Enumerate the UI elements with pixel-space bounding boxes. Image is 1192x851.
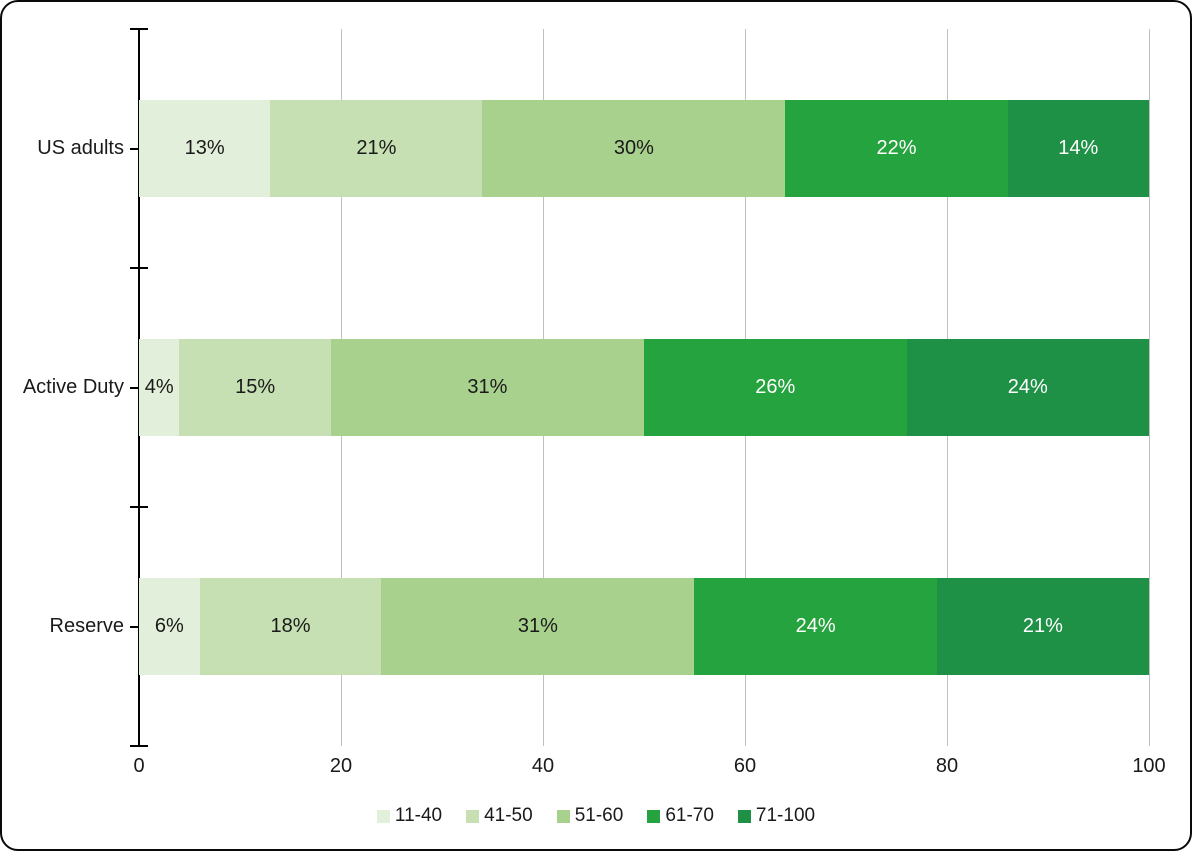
category-label: Active Duty <box>22 375 124 398</box>
data-label: 24% <box>1007 376 1048 398</box>
category-label: US adults <box>37 136 124 159</box>
legend-label: 41-50 <box>484 805 533 826</box>
legend-item-71-100: 71-100 <box>737 805 816 827</box>
axis-minor-tick <box>130 386 139 389</box>
data-label: 31% <box>467 376 508 398</box>
legend-item-51-60: 51-60 <box>556 805 624 827</box>
legend-item-11-40: 11-40 <box>376 805 443 827</box>
x-tick-label-20: 20 <box>329 755 353 777</box>
bar-segment-41-50: 21% <box>270 100 483 197</box>
data-label: 21% <box>356 137 397 159</box>
data-label: 26% <box>755 376 796 398</box>
data-label: 22% <box>876 137 917 159</box>
x-tick-label-80: 80 <box>935 755 959 777</box>
bar-segment-41-50: 18% <box>199 578 382 675</box>
data-label: 21% <box>1022 615 1063 637</box>
data-label: 31% <box>517 615 558 637</box>
legend-label: 61-70 <box>665 805 714 826</box>
bar-segment-71-100: 24% <box>906 339 1149 436</box>
legend-swatch-icon <box>556 809 570 823</box>
legend-swatch-icon <box>647 809 661 823</box>
bar-segment-71-100: 21% <box>936 578 1149 675</box>
gridline-100 <box>1148 29 1150 746</box>
data-label: 18% <box>270 615 311 637</box>
bar-segment-11-40: 13% <box>139 100 271 197</box>
bar-row-us-adults: 13% 21% 30% 22% 14% <box>139 100 1149 197</box>
bar-segment-51-60: 30% <box>482 100 786 197</box>
bar-segment-51-60: 31% <box>330 339 644 436</box>
bar-row-reserve: 6% 18% 31% 24% 21% <box>139 578 1149 675</box>
data-label: 14% <box>1058 137 1099 159</box>
legend-label: 51-60 <box>574 805 624 826</box>
legend-swatch-icon <box>737 809 751 823</box>
data-label: 13% <box>184 137 225 159</box>
axis-major-tick <box>130 28 148 30</box>
axis-minor-tick <box>130 147 139 150</box>
axis-major-tick <box>130 506 148 508</box>
bar-segment-11-40: 4% <box>139 339 180 436</box>
legend-label: 71-100 <box>755 805 816 826</box>
bar-segment-61-70: 24% <box>694 578 937 675</box>
legend: 11-40 41-50 51-60 61-70 71-100 <box>2 805 1190 827</box>
bar-segment-11-40: 6% <box>139 578 200 675</box>
bar-segment-61-70: 22% <box>785 100 1008 197</box>
legend-item-61-70: 61-70 <box>647 805 714 827</box>
data-label: 4% <box>144 376 174 398</box>
x-tick-label-40: 40 <box>531 755 555 777</box>
bar-segment-41-50: 15% <box>179 339 331 436</box>
bar-segment-61-70: 26% <box>643 339 907 436</box>
data-label: 15% <box>235 376 276 398</box>
x-tick-label-0: 0 <box>133 755 145 777</box>
legend-item-41-50: 41-50 <box>466 805 533 827</box>
legend-swatch-icon <box>376 809 390 823</box>
bar-segment-51-60: 31% <box>381 578 695 675</box>
x-tick-label-60: 60 <box>733 755 757 777</box>
legend-swatch-icon <box>466 809 480 823</box>
data-label: 24% <box>795 615 836 637</box>
category-label: Reserve <box>49 614 124 637</box>
data-label: 30% <box>613 137 654 159</box>
x-tick-label-100: 100 <box>1132 755 1166 777</box>
bar-segment-71-100: 14% <box>1007 100 1149 197</box>
axis-minor-tick <box>130 625 139 628</box>
axis-major-tick <box>130 745 148 747</box>
bar-row-active-duty: 4% 15% 31% 26% 24% <box>139 339 1149 436</box>
legend-label: 11-40 <box>394 805 443 826</box>
axis-major-tick <box>130 267 148 269</box>
data-label: 6% <box>154 615 184 637</box>
